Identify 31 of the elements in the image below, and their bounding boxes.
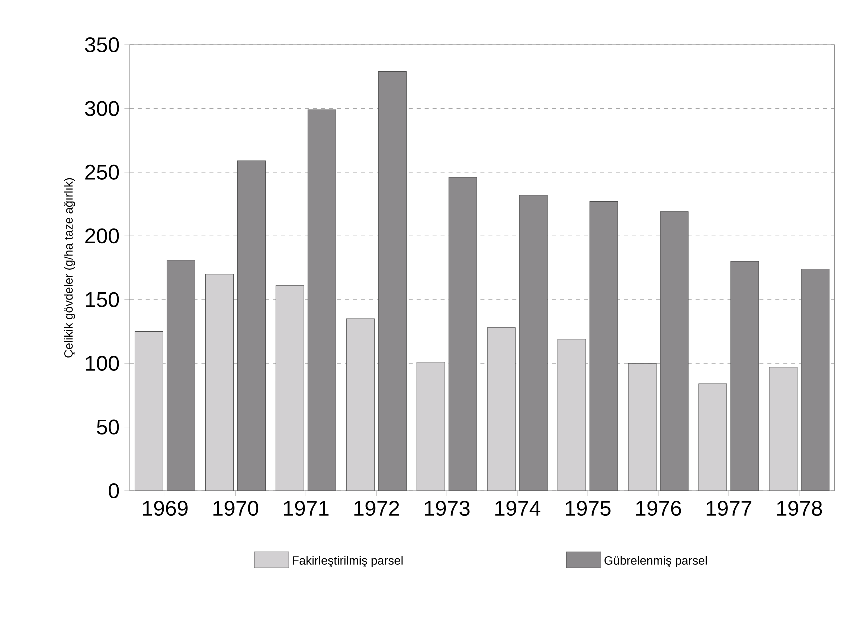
x-tick-label: 1978: [777, 501, 822, 516]
x-tick-label: 1969: [143, 501, 188, 516]
x-tick-label: 1975: [566, 501, 611, 516]
bar: [416, 362, 446, 491]
y-tick-label: 50: [97, 420, 120, 435]
bar: [346, 318, 375, 491]
y-tick-label: 150: [86, 292, 120, 308]
y-tick-label: 100: [86, 356, 120, 372]
y-tick-label: 250: [86, 164, 120, 180]
y-tick-label: 350: [85, 37, 120, 53]
legend-label: Gübrelenmiş parsel: [604, 556, 707, 568]
x-tick-label: 1977: [706, 501, 752, 516]
bar: [487, 328, 516, 491]
bar: [134, 331, 164, 491]
x-tick-label: 1973: [425, 501, 470, 516]
y-tick-label: 0: [108, 483, 120, 499]
x-tick-label: 1976: [636, 501, 682, 516]
bar: [205, 274, 234, 491]
y-axis-title: Çelikik gövdeler (g/ha taze ağırlık): [64, 178, 76, 358]
bar: [558, 339, 586, 491]
bar: [698, 384, 728, 491]
x-tick-label: 1972: [354, 501, 400, 516]
y-tick-label: 300: [85, 101, 120, 116]
x-tick-label: 1974: [496, 501, 541, 516]
legend-label: Fakirleştirilmiş parsel: [293, 556, 403, 568]
x-tick-label: 1970: [214, 501, 258, 516]
bar: [276, 286, 304, 491]
y-tick-label: 200: [86, 228, 120, 244]
x-tick-label: 1971: [284, 501, 329, 516]
bar: [769, 367, 798, 491]
bar: [628, 363, 657, 491]
